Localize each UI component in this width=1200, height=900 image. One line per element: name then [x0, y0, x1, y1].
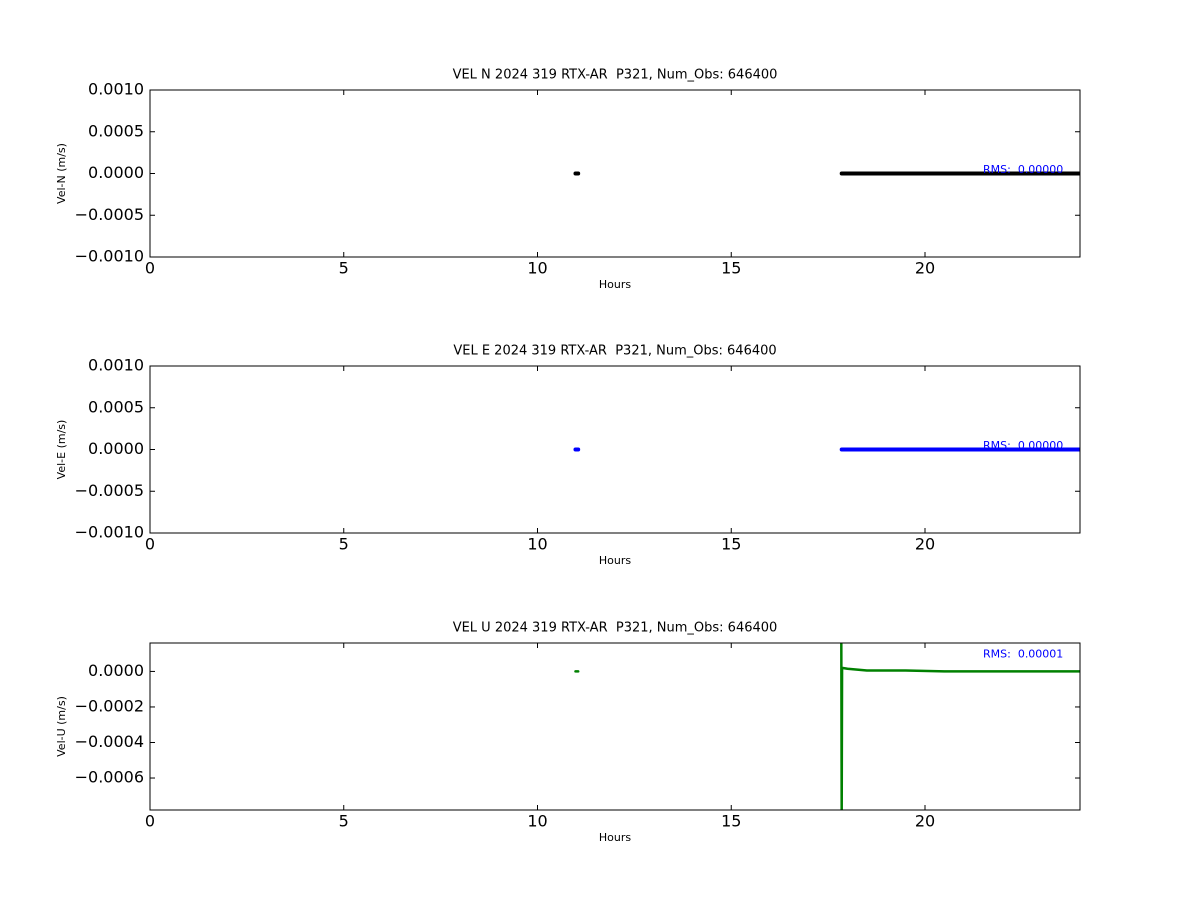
y-tick-label: 0.0000	[88, 163, 144, 182]
y-tick-label: 0.0005	[88, 121, 144, 140]
x-tick-label: 0	[145, 535, 155, 554]
x-tick-label: 5	[339, 812, 349, 831]
x-tick-label: 15	[721, 535, 741, 554]
x-tick-label: 15	[721, 812, 741, 831]
annotation: RMS: 0.00001	[983, 648, 1063, 661]
x-axis-label: Hours	[599, 278, 631, 291]
chart-title: VEL U 2024 319 RTX-AR P321, Num_Obs: 646…	[453, 621, 778, 636]
x-tick-label: 20	[915, 812, 935, 831]
x-tick-label: 5	[339, 535, 349, 554]
x-tick-label: 10	[527, 535, 547, 554]
y-tick-label: 0.0005	[88, 397, 144, 416]
y-tick-label: 0.0000	[88, 439, 144, 458]
axes-frame	[149, 642, 1081, 811]
y-tick-label: 0.0000	[88, 661, 144, 680]
y-axis-label: Vel-N (m/s)	[55, 143, 68, 204]
chart-title: VEL E 2024 319 RTX-AR P321, Num_Obs: 646…	[453, 344, 776, 359]
annotation: RMS: 0.00000	[983, 163, 1063, 176]
x-tick-label: 15	[721, 259, 741, 278]
x-tick-label: 10	[527, 812, 547, 831]
axes-frame	[149, 89, 1081, 258]
y-tick-label: −0.0002	[75, 696, 144, 715]
y-tick-label: 0.0010	[88, 80, 144, 99]
y-tick-label: −0.0010	[75, 523, 144, 542]
x-tick-label: 10	[527, 259, 547, 278]
y-tick-label: −0.0005	[75, 481, 144, 500]
annotation: RMS: 0.00000	[983, 439, 1063, 452]
x-tick-label: 0	[145, 812, 155, 831]
x-tick-label: 20	[915, 535, 935, 554]
chart-title: VEL N 2024 319 RTX-AR P321, Num_Obs: 646…	[453, 68, 778, 83]
data-line	[574, 643, 1080, 810]
y-tick-label: 0.0010	[88, 356, 144, 375]
y-tick-label: −0.0005	[75, 205, 144, 224]
y-tick-label: −0.0004	[75, 732, 144, 751]
y-tick-label: −0.0006	[75, 768, 144, 787]
x-tick-label: 5	[339, 259, 349, 278]
x-tick-label: 0	[145, 259, 155, 278]
y-tick-label: −0.0010	[75, 247, 144, 266]
x-axis-label: Hours	[599, 554, 631, 567]
y-axis-label: Vel-U (m/s)	[55, 696, 68, 757]
x-axis-label: Hours	[599, 831, 631, 844]
x-tick-label: 20	[915, 259, 935, 278]
y-axis-label: Vel-E (m/s)	[55, 420, 68, 480]
axes-frame	[149, 365, 1081, 534]
